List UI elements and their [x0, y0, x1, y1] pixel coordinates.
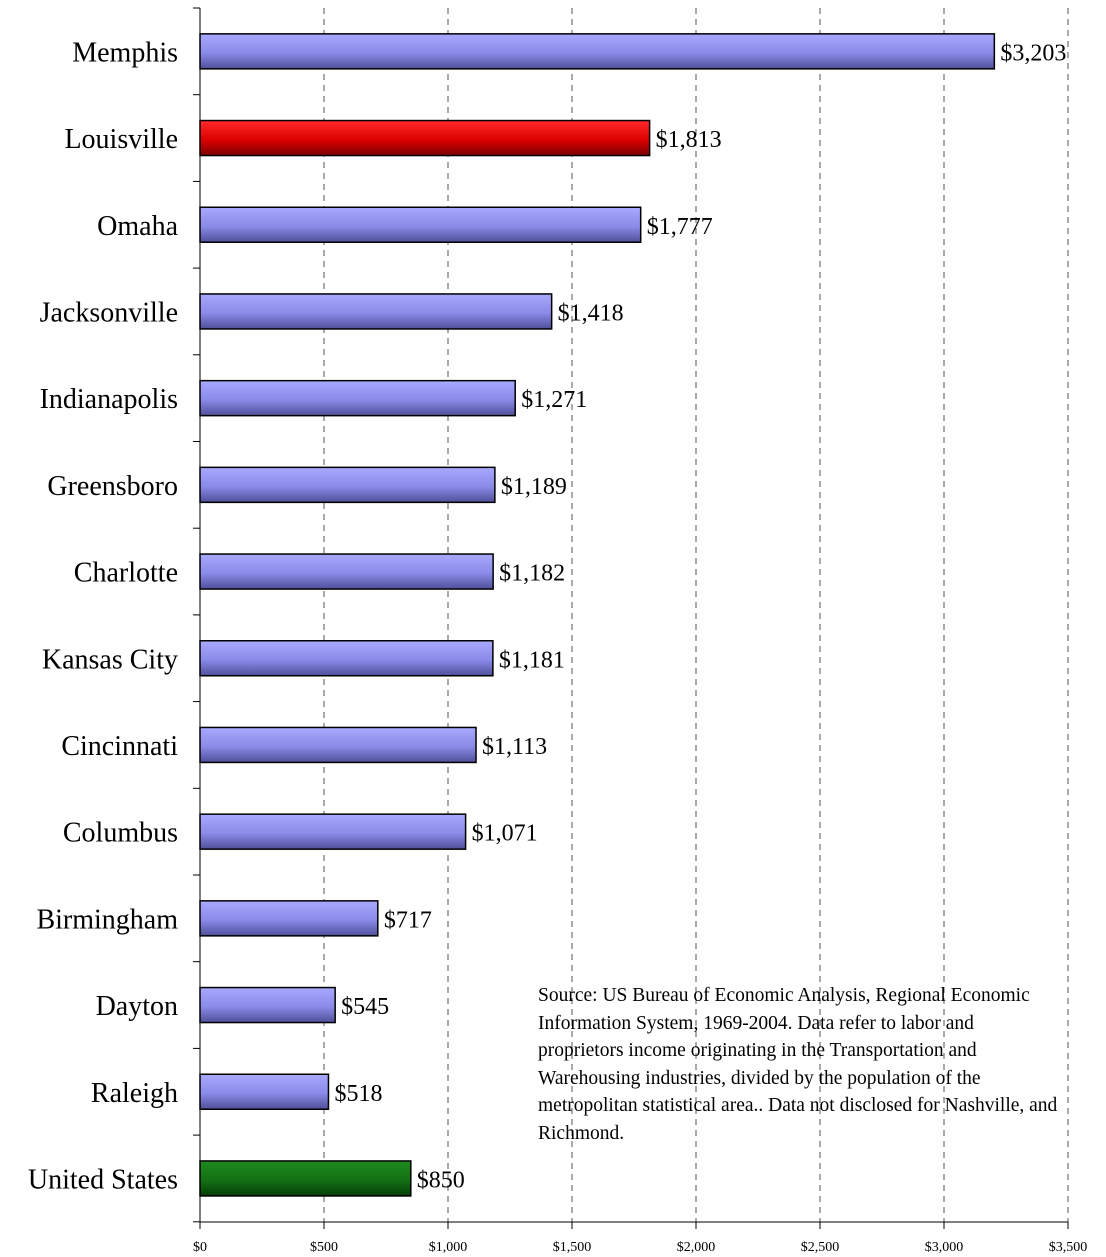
value-label: $850 — [417, 1167, 465, 1193]
bar — [199, 206, 642, 243]
bar — [199, 293, 553, 330]
x-tick-label: $1,500 — [553, 1240, 592, 1255]
bar — [199, 119, 651, 157]
value-label: $1,418 — [558, 300, 624, 326]
category-label: United States — [28, 1164, 178, 1195]
x-tick-label: $500 — [310, 1240, 338, 1255]
value-label: $1,271 — [521, 387, 587, 413]
bar — [199, 813, 467, 850]
category-label: Greensboro — [47, 471, 178, 502]
category-label: Columbus — [63, 818, 178, 849]
value-label: $3,203 — [1000, 40, 1066, 66]
bar — [199, 640, 494, 677]
bar — [199, 986, 336, 1024]
value-label: $518 — [334, 1081, 382, 1107]
x-tick-label: $0 — [193, 1240, 207, 1255]
bar — [199, 553, 494, 590]
labels: $0 $500 $1,000 $1,500 $2,000 $2,500 $3,000 $3,5… — [28, 37, 1087, 1255]
category-label: Louisville — [64, 124, 178, 155]
value-label: $1,182 — [499, 561, 565, 587]
category-label: Memphis — [72, 37, 178, 68]
x-tick-label: $1,000 — [429, 1240, 468, 1255]
category-label: Raleigh — [91, 1078, 178, 1109]
value-label: $717 — [384, 907, 432, 933]
category-label: Omaha — [97, 211, 178, 242]
value-label: $1,071 — [472, 821, 538, 847]
bar — [199, 466, 496, 504]
bar — [199, 379, 516, 417]
bar — [199, 1160, 412, 1197]
category-label: Dayton — [96, 991, 178, 1022]
value-label: $1,777 — [647, 214, 713, 240]
category-label: Cincinnati — [61, 731, 178, 762]
category-label: Charlotte — [74, 558, 178, 589]
bar — [199, 900, 379, 937]
category-label: Indianapolis — [40, 384, 178, 415]
source-note: Source: US Bureau of Economic Analysis, … — [538, 985, 1058, 1144]
bar — [199, 1073, 330, 1110]
value-label: $1,113 — [482, 734, 547, 760]
x-tick-label: $3,500 — [1049, 1240, 1088, 1255]
value-label: $1,813 — [656, 127, 722, 153]
value-label: $1,189 — [501, 474, 567, 500]
x-tick-label: $2,000 — [677, 1240, 716, 1255]
category-label: Kansas City — [42, 644, 178, 675]
bar — [199, 33, 996, 70]
x-tick-label: $2,500 — [801, 1240, 840, 1255]
value-label: $545 — [341, 994, 389, 1020]
value-label: $1,181 — [499, 647, 565, 673]
bar — [199, 726, 477, 764]
bars — [199, 33, 996, 1197]
category-label: Birmingham — [36, 904, 178, 935]
category-label: Jacksonville — [40, 297, 178, 328]
x-tick-label: $3,000 — [925, 1240, 964, 1255]
